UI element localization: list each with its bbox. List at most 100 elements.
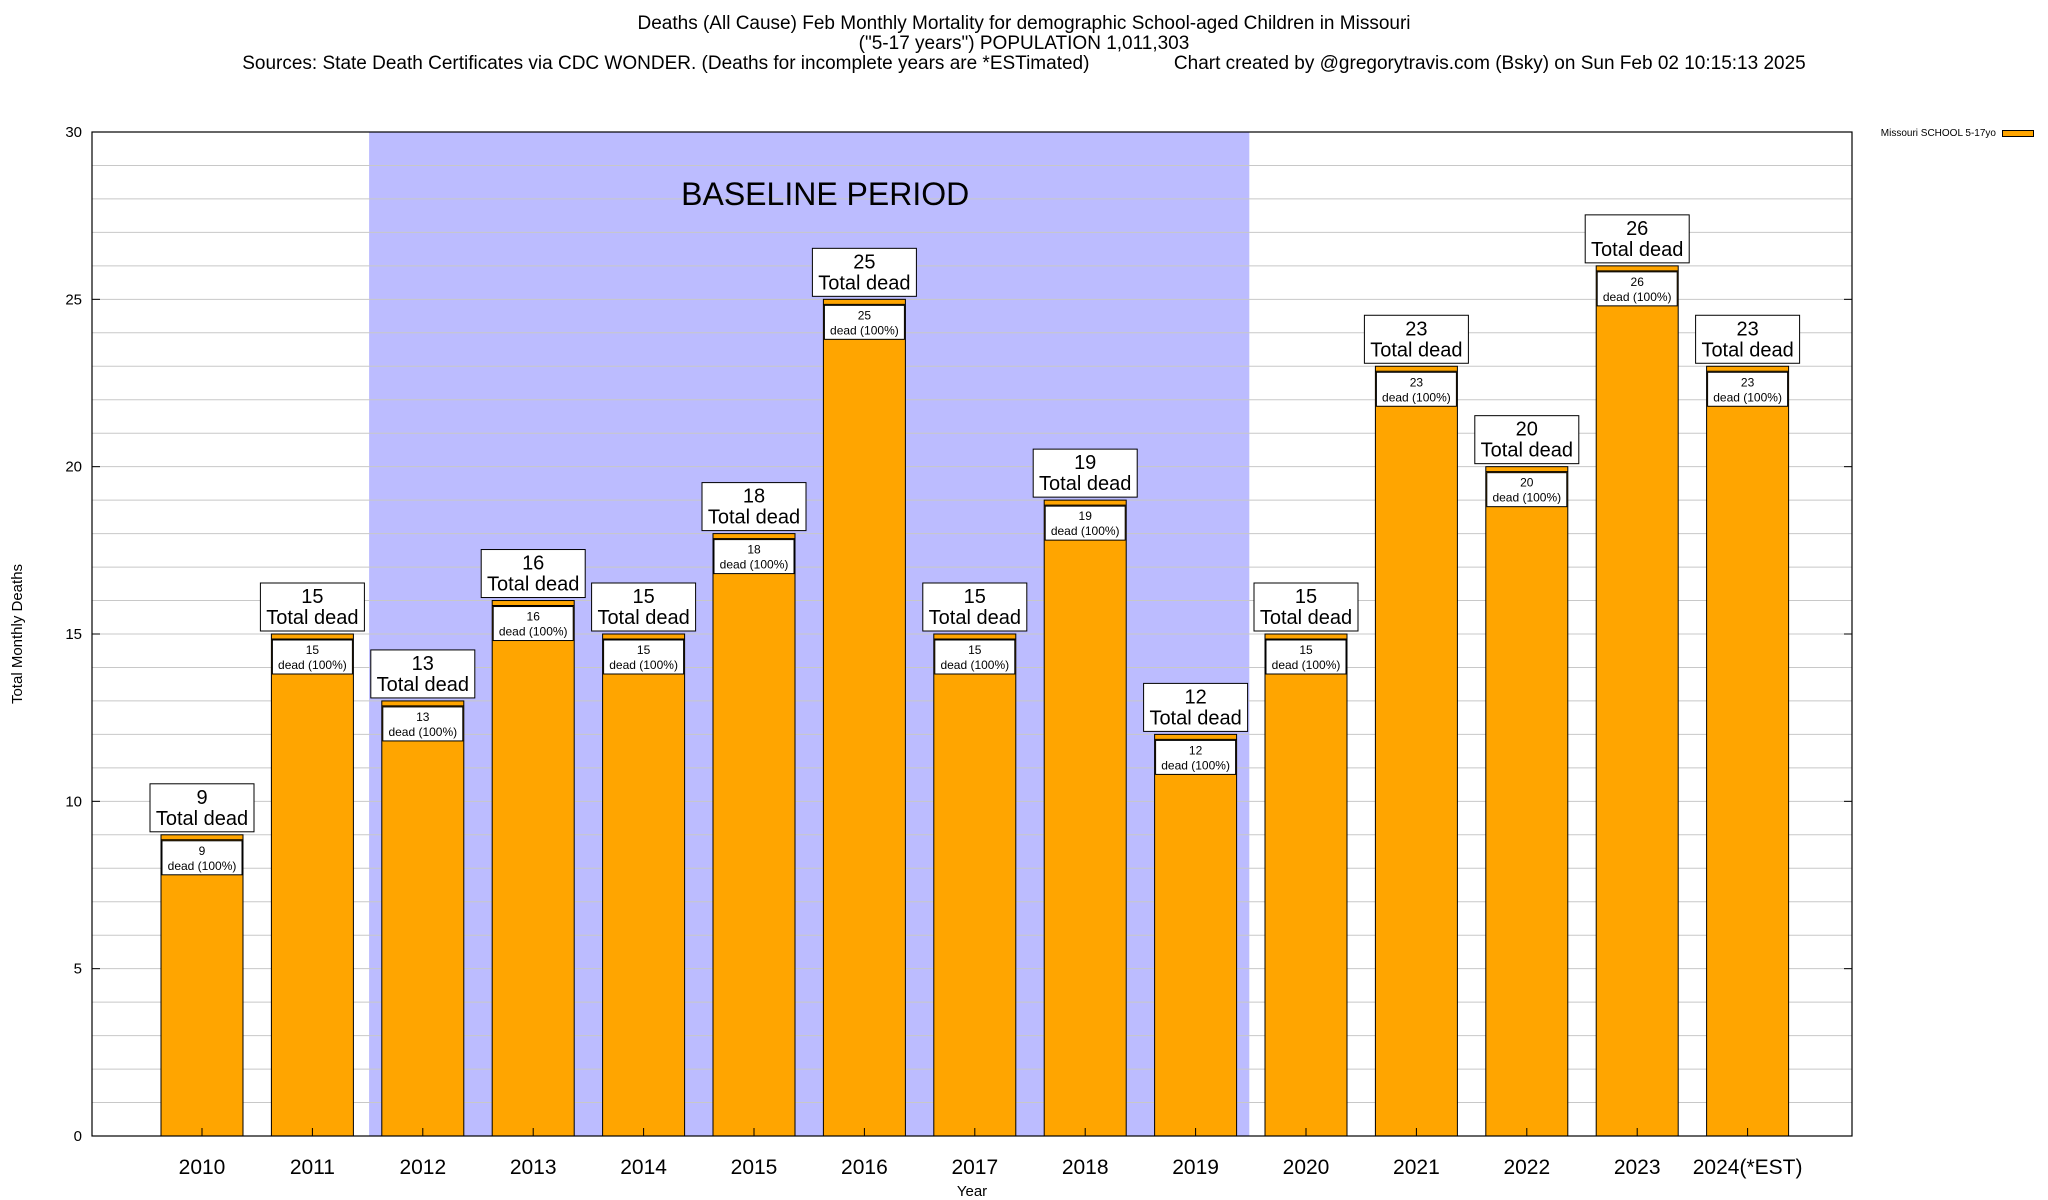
total-label-text: Total dead [597,607,689,629]
inner-label-value: 26 [1631,275,1645,289]
inner-label-box [1044,505,1126,541]
inner-label-box [1265,639,1347,675]
total-label-box [1474,415,1580,465]
chart-legend: Missouri SCHOOL 5-17yo [1881,128,2034,139]
bar [602,633,686,1137]
x-tick-label: 2023 [1614,1156,1661,1179]
x-tick-label: 2016 [841,1156,888,1179]
inner-label-box [161,840,243,876]
x-tick-label: 2022 [1503,1156,1550,1179]
total-label-value: 15 [1295,586,1317,608]
total-label-value: 13 [412,653,434,675]
total-label-text: Total dead [1149,707,1241,729]
total-label-value: 20 [1516,419,1538,441]
inner-label-box [823,304,905,340]
total-label-box [259,582,365,632]
total-label-text: Total dead [1039,473,1131,495]
chart-title-block: Deaths (All Cause) Feb Monthly Mortality… [0,14,2048,74]
chart-sources: Sources: State Death Certificates via CD… [242,53,1090,74]
total-label-value: 25 [853,251,875,273]
total-label-text: Total dead [1260,607,1352,629]
inner-label-value: 23 [1741,375,1755,389]
y-axis-label: Total Monthly Deaths [9,564,26,704]
total-label-value: 19 [1074,452,1096,474]
inner-label-value: 9 [199,844,206,858]
total-label-value: 23 [1736,318,1758,340]
inner-label-value: 15 [968,643,982,657]
total-label-box [1032,448,1138,498]
inner-label-box [271,639,353,675]
inner-label-value: 12 [1189,743,1203,757]
inner-label-value: 15 [1299,643,1313,657]
chart-sources-line: Sources: State Death Certificates via CD… [0,54,2048,74]
bar [1043,499,1127,1137]
inner-label-box [713,539,795,575]
inner-label-text: dead (100%) [1492,491,1561,505]
x-tick-label: 2018 [1062,1156,1109,1179]
y-tick-label: 25 [65,291,82,308]
total-label-value: 26 [1626,218,1648,240]
inner-label-text: dead (100%) [1161,758,1230,772]
x-tick-label: 2014 [620,1156,667,1179]
chart-title: Deaths (All Cause) Feb Monthly Mortality… [637,13,1411,34]
x-axis-label: Year [957,1183,987,1200]
inner-label-box [492,606,574,642]
total-label-box [701,482,807,532]
total-label-value: 16 [522,553,544,575]
bar [381,700,465,1137]
total-label-box [591,582,697,632]
total-label-value: 23 [1405,318,1427,340]
y-tick-label: 20 [65,459,82,476]
x-tick-label: 2013 [510,1156,557,1179]
inner-label-box [934,639,1016,675]
x-tick-label: 2019 [1172,1156,1219,1179]
bar [1706,365,1790,1137]
legend-label: Missouri SCHOOL 5-17yo [1880,128,1996,139]
legend-swatch [2002,130,2034,137]
inner-label-text: dead (100%) [1272,658,1341,672]
total-label-box [1253,582,1359,632]
inner-label-value: 19 [1079,509,1093,523]
total-label-box [922,582,1028,632]
total-label-value: 15 [964,586,986,608]
chart-subtitle: ("5-17 years") POPULATION 1,011,303 [858,33,1190,54]
total-label-text: Total dead [929,607,1021,629]
inner-label-box [1596,271,1678,307]
baseline-label: BASELINE PERIOD [681,176,969,212]
inner-label-box [1486,472,1568,508]
x-tick-label: 2010 [179,1156,226,1179]
inner-label-text: dead (100%) [830,323,899,337]
total-label-text: Total dead [377,674,469,696]
x-tick-label: 2020 [1283,1156,1330,1179]
bar [270,633,354,1137]
inner-label-box [382,706,464,742]
inner-label-box [603,639,685,675]
y-tick-label: 30 [65,124,82,141]
bar [933,633,1017,1137]
total-label-text: Total dead [708,507,800,529]
inner-label-text: dead (100%) [499,625,568,639]
total-label-box [1143,682,1249,732]
inner-label-text: dead (100%) [1051,524,1120,538]
x-tick-label: 2012 [399,1156,446,1179]
total-label-value: 15 [301,586,323,608]
total-label-box [811,247,917,297]
inner-label-text: dead (100%) [1603,290,1672,304]
inner-label-text: dead (100%) [609,658,678,672]
inner-label-value: 15 [306,643,320,657]
total-label-text: Total dead [266,607,358,629]
total-label-value: 18 [743,486,765,508]
bar [822,298,906,1137]
y-tick-label: 15 [65,626,82,643]
bar [1485,466,1569,1137]
total-label-text: Total dead [1370,339,1462,361]
total-label-value: 9 [196,787,207,809]
inner-label-value: 15 [637,643,651,657]
inner-label-value: 25 [858,308,872,322]
total-label-text: Total dead [1701,339,1793,361]
total-label-box [1584,214,1690,264]
inner-label-text: dead (100%) [278,658,347,672]
bar [712,533,796,1137]
inner-label-text: dead (100%) [1382,390,1451,404]
